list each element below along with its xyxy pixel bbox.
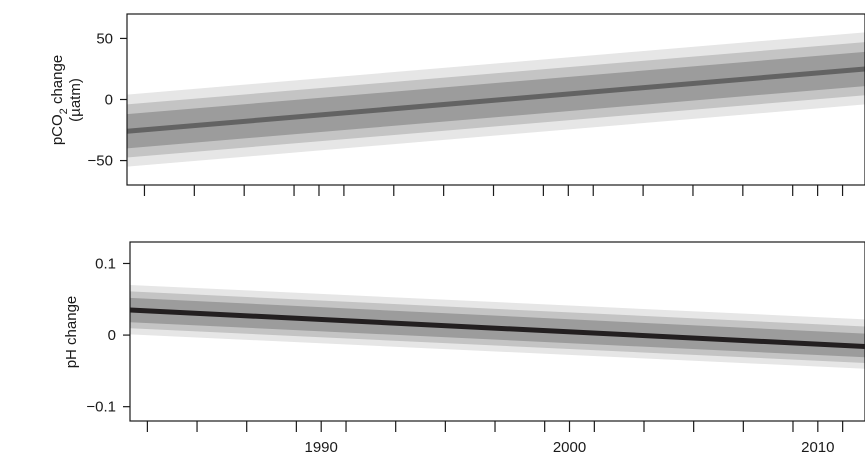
pco2-ytick-label: −50 bbox=[88, 153, 113, 170]
ph-trend-line bbox=[130, 307, 865, 350]
ph-ytick-label: −0.1 bbox=[86, 399, 116, 416]
pco2-ytick-label: 50 bbox=[96, 30, 113, 47]
pco2-axis-title: pCO2 change bbox=[49, 55, 70, 145]
panel-pco2: −50 0 50 pCO2 change (µatm) bbox=[49, 13, 865, 196]
x-tick-label: 1990 bbox=[305, 439, 338, 456]
ph-x-ticks: 1990 2000 2010 bbox=[146, 421, 844, 456]
pco2-axis-unit: (µatm) bbox=[67, 78, 84, 122]
ph-ytick-label: 0 bbox=[108, 327, 116, 344]
pco2-y-ticks: −50 0 50 bbox=[88, 30, 127, 170]
pco2-ytick-label: 0 bbox=[105, 92, 113, 109]
ph-plot-frame bbox=[129, 241, 865, 422]
x-tick-label: 2000 bbox=[553, 439, 586, 456]
panel-ph: −0.1 0 0.1 1990 2000 2010 pH change bbox=[63, 241, 865, 456]
ph-ytick-label: 0.1 bbox=[95, 255, 116, 272]
pco2-trend-line bbox=[127, 66, 865, 134]
x-tick-label: 2010 bbox=[801, 439, 834, 456]
ph-y-ticks: −0.1 0 0.1 bbox=[86, 255, 130, 416]
ph-axis-title: pH change bbox=[63, 296, 80, 369]
pco2-x-ticks bbox=[143, 185, 844, 196]
